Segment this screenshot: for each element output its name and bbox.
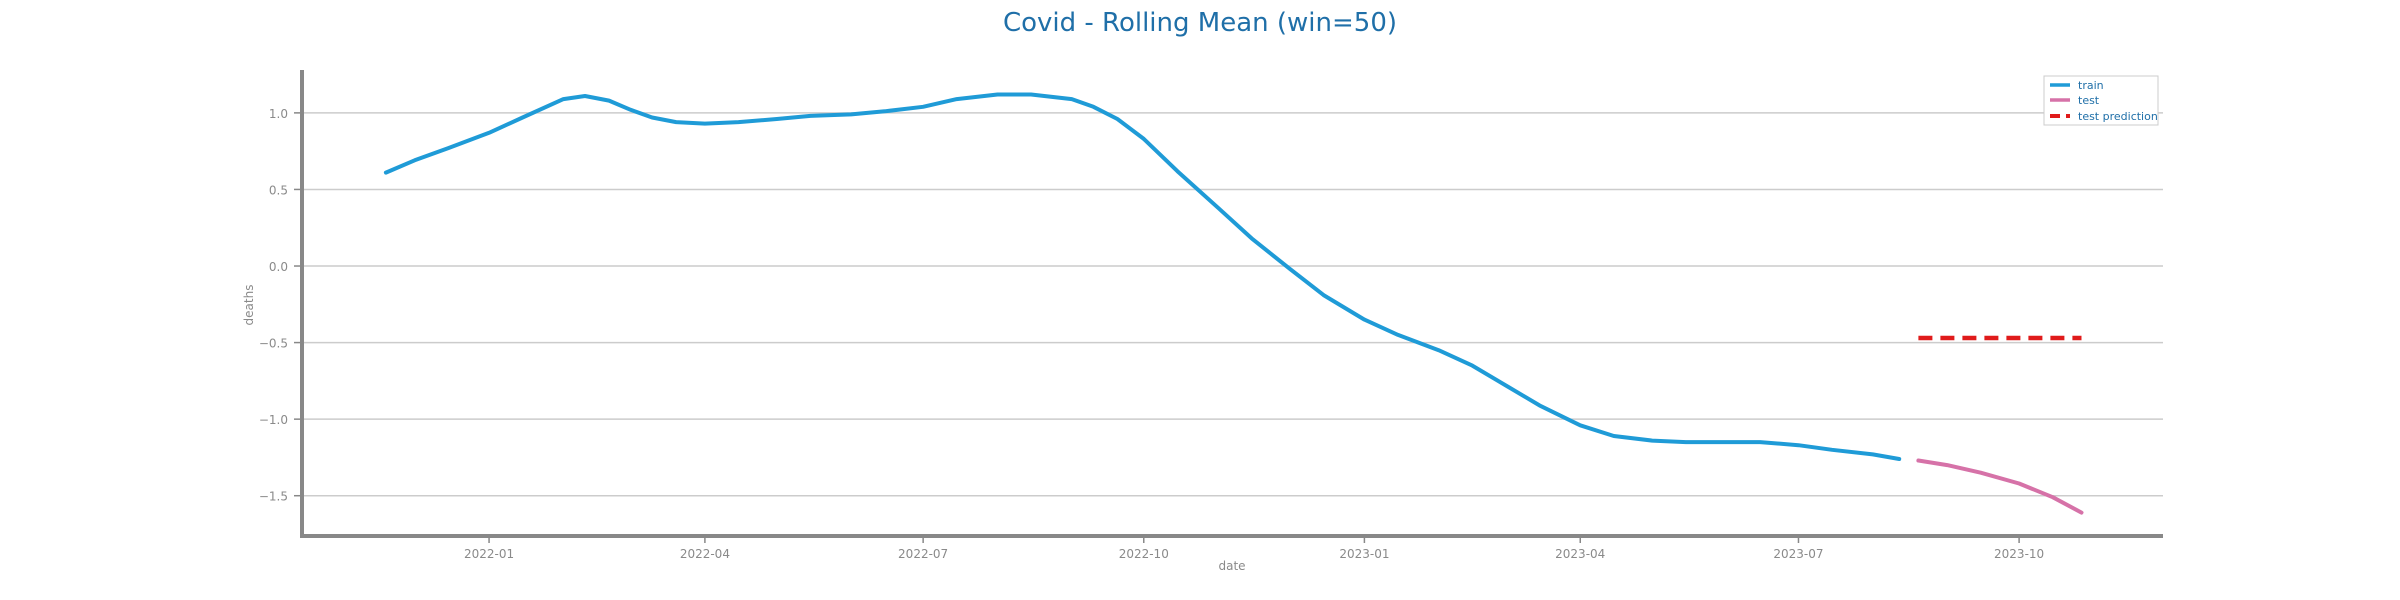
y-axis-label: deaths [242, 285, 256, 326]
y-tick-label: −1.5 [259, 490, 288, 504]
axes [300, 70, 2163, 538]
gridlines [302, 112, 2163, 497]
series-lines [383, 92, 2084, 515]
chart-title: Covid - Rolling Mean (win=50) [1002, 8, 1398, 38]
legend-label-test-prediction: test prediction [2078, 110, 2158, 123]
legend: train test test prediction [2043, 75, 2159, 126]
x-tick-label: 2023-10 [1994, 547, 2044, 561]
x-axis-label: date [1218, 559, 1245, 573]
series-line-test [1916, 458, 2084, 515]
y-tick-label: 1.0 [269, 107, 288, 121]
x-tick-label: 2022-07 [898, 547, 948, 561]
y-tick-label: −1.0 [259, 413, 288, 427]
legend-label-train: train [2078, 79, 2104, 92]
y-tick-label: 0.5 [269, 183, 288, 197]
series-line-train [383, 92, 1902, 461]
x-tick-label: 2023-07 [1773, 547, 1823, 561]
x-tick-label: 2022-10 [1119, 547, 1169, 561]
x-tick-label: 2022-04 [680, 547, 730, 561]
y-tick-label: 0.0 [269, 260, 288, 274]
x-ticks: 2022-01 2022-04 2022-07 2022-10 2023-01 2023-… [464, 536, 2044, 561]
x-tick-label: 2023-01 [1339, 547, 1389, 561]
x-tick-label: 2023-04 [1555, 547, 1605, 561]
legend-label-test: test [2078, 94, 2100, 107]
y-ticks: 1.0 0.5 0.0 −0.5 −1.0 −1.5 [259, 107, 302, 504]
y-tick-label: −0.5 [259, 337, 288, 351]
x-tick-label: 2022-01 [464, 547, 514, 561]
